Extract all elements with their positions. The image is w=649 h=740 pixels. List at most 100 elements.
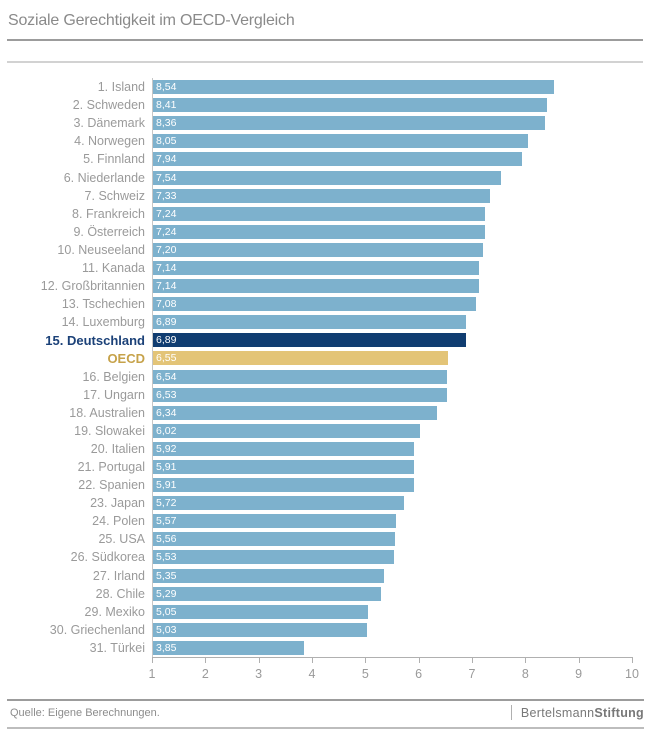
bar-track: 8,54 — [152, 80, 632, 95]
value-bar: 5,53 — [152, 550, 394, 565]
country-label: 5. Finnland — [83, 152, 145, 167]
x-axis-tick-label: 3 — [255, 667, 263, 681]
value-bar: 8,54 — [152, 80, 555, 95]
bar-track: 5,91 — [152, 460, 632, 475]
value-bar: 6,02 — [152, 423, 420, 438]
bar-value-label: 7,24 — [156, 225, 177, 238]
country-label: 21. Portugal — [77, 460, 145, 475]
value-bar: 5,05 — [152, 604, 368, 619]
logo-text-regular: Bertelsmann — [520, 705, 595, 720]
bar-track: 7,24 — [152, 206, 632, 221]
bar-value-label: 8,05 — [156, 135, 177, 148]
country-label: 16. Belgien — [82, 369, 145, 384]
x-axis-tick — [258, 657, 260, 663]
chart-row: 25. USA 5,56 — [8, 530, 632, 548]
bar-value-label: 8,54 — [156, 81, 177, 94]
chart-row: 16. Belgien 6,54 — [8, 368, 632, 386]
country-label: 14. Luxemburg — [61, 315, 145, 330]
bar-value-label: 5,35 — [156, 569, 177, 582]
chart-row: 28. Chile 5,29 — [8, 585, 632, 603]
country-label: 8. Frankreich — [72, 206, 145, 221]
bar-track: 5,57 — [152, 514, 632, 529]
value-bar: 6,89 — [152, 315, 467, 330]
chart-row: 14. Luxemburg 6,89 — [8, 313, 632, 331]
country-label: 17. Ungarn — [83, 387, 145, 402]
chart-row: 10. Neuseeland 7,20 — [8, 241, 632, 259]
chart-row: OECD 6,55 — [8, 349, 632, 367]
bar-value-label: 7,94 — [156, 153, 177, 166]
chart-row: 17. Ungarn 6,53 — [8, 386, 632, 404]
chart-row: 8. Frankreich 7,24 — [8, 205, 632, 223]
value-bar: 3,85 — [152, 640, 304, 655]
chart-row: 5. Finnland 7,94 — [8, 150, 632, 168]
x-axis-line — [152, 657, 633, 658]
chart-row: 21. Portugal 5,91 — [8, 458, 632, 476]
country-label: OECD — [107, 350, 145, 366]
chart-row: 29. Mexiko 5,05 — [8, 603, 632, 621]
bar-value-label: 6,02 — [156, 424, 177, 437]
x-axis-tick-label: 7 — [468, 667, 476, 681]
bar-value-label: 3,85 — [156, 641, 177, 654]
value-bar: 7,24 — [152, 206, 485, 221]
country-label: 25. USA — [98, 532, 145, 547]
bar-value-label: 7,08 — [156, 298, 177, 311]
value-bar: 7,08 — [152, 297, 477, 312]
bar-track: 6,02 — [152, 423, 632, 438]
bar-track: 5,92 — [152, 441, 632, 456]
bar-value-label: 5,53 — [156, 551, 177, 564]
bar-value-label: 6,89 — [156, 316, 177, 329]
title-divider — [7, 39, 643, 41]
value-bar: 6,53 — [152, 387, 447, 402]
x-axis-tick-label: 6 — [415, 667, 423, 681]
bar-track: 6,89 — [152, 333, 632, 348]
x-axis-tick — [578, 657, 580, 663]
bar-value-label: 6,34 — [156, 406, 177, 419]
logo-text-bold: Stiftung — [594, 705, 644, 720]
bar-value-label: 5,92 — [156, 442, 177, 455]
country-label: 13. Tschechien — [61, 297, 145, 312]
bar-track: 5,72 — [152, 496, 632, 511]
chart-row: 19. Slowakei 6,02 — [8, 422, 632, 440]
chart-row: 2. Schweden 8,41 — [8, 96, 632, 114]
axis-baseline — [152, 78, 153, 658]
x-axis-tick — [632, 657, 633, 663]
bertelsmann-stiftung-logo: Bertelsmann Stiftung — [510, 705, 644, 720]
value-bar: 6,55 — [152, 351, 448, 366]
chart-row: 4. Norwegen 8,05 — [8, 132, 632, 150]
bar-value-label: 6,89 — [156, 334, 177, 347]
value-bar: 5,35 — [152, 568, 384, 583]
value-bar: 5,91 — [152, 460, 414, 475]
country-label: 24. Polen — [92, 514, 145, 529]
bar-value-label: 5,05 — [156, 605, 177, 618]
bar-value-label: 5,91 — [156, 461, 177, 474]
value-bar: 5,72 — [152, 496, 404, 511]
bar-value-label: 6,54 — [156, 370, 177, 383]
country-label: 26. Südkorea — [70, 550, 145, 565]
value-bar: 7,24 — [152, 224, 485, 239]
bar-track: 7,24 — [152, 224, 632, 239]
bar-track: 8,05 — [152, 134, 632, 149]
value-bar: 6,89 — [152, 333, 467, 348]
bar-track: 5,29 — [152, 586, 632, 601]
bar-track: 8,41 — [152, 98, 632, 113]
bar-value-label: 7,20 — [156, 243, 177, 256]
bar-value-label: 5,72 — [156, 497, 177, 510]
source-note: Quelle: Eigene Berechnungen. — [10, 707, 160, 719]
value-bar: 5,56 — [152, 532, 396, 547]
country-label: 19. Slowakei — [74, 423, 145, 438]
bar-track: 5,91 — [152, 478, 632, 493]
chart-row: 26. Südkorea 5,53 — [8, 548, 632, 566]
bar-track: 5,35 — [152, 568, 632, 583]
chart-row: 11. Kanada 7,14 — [8, 259, 632, 277]
x-axis-tick — [312, 657, 313, 663]
bar-value-label: 8,36 — [156, 117, 177, 130]
bar-value-label: 5,56 — [156, 533, 177, 546]
chart-row: 6. Niederlande 7,54 — [8, 168, 632, 186]
bar-value-label: 5,03 — [156, 623, 177, 636]
country-label: 12. Großbritannien — [40, 279, 145, 294]
country-label: 1. Island — [97, 80, 145, 95]
bar-track: 7,20 — [152, 242, 632, 257]
country-label: 10. Neuseeland — [57, 242, 145, 257]
bar-track: 6,54 — [152, 369, 632, 384]
